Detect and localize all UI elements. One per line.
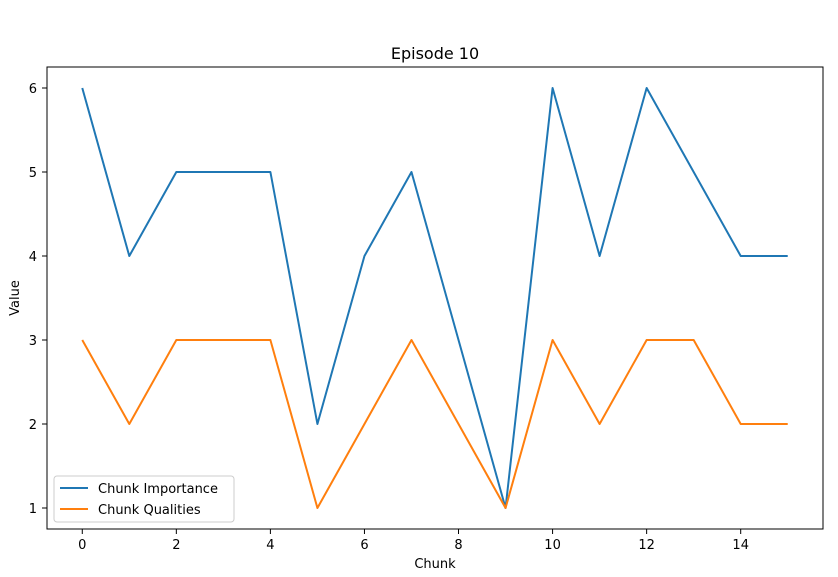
series-line-2 <box>81 339 788 509</box>
x-tick-label: 10 <box>544 538 561 553</box>
legend-label: Chunk Qualities <box>98 503 201 518</box>
series-layer <box>81 87 788 509</box>
y-tick-label: 1 <box>29 502 37 517</box>
x-tick-label: 6 <box>360 538 368 553</box>
x-tick-label: 4 <box>266 538 274 553</box>
y-tick-label: 2 <box>29 418 37 433</box>
legend: Chunk Importance Chunk Qualities <box>53 475 235 523</box>
plot-area-frame <box>46 66 824 530</box>
y-tick-label: 5 <box>29 166 37 181</box>
y-tick-label: 4 <box>29 250 37 265</box>
y-tick-label: 3 <box>29 334 37 349</box>
y-tick-label: 6 <box>29 82 37 97</box>
x-tick-label: 2 <box>172 538 180 553</box>
x-tick-label: 14 <box>732 538 749 553</box>
x-axis-title: Chunk <box>414 557 456 572</box>
chart-title: Episode 10 <box>391 44 479 63</box>
legend-label: Chunk Importance <box>98 482 218 497</box>
legend-box <box>53 475 235 523</box>
x-tick-label: 8 <box>454 538 462 553</box>
x-tick-label: 0 <box>78 538 86 553</box>
series-line-1 <box>81 87 788 509</box>
y-axis-title: Value <box>8 280 23 316</box>
x-tick-label: 12 <box>638 538 655 553</box>
